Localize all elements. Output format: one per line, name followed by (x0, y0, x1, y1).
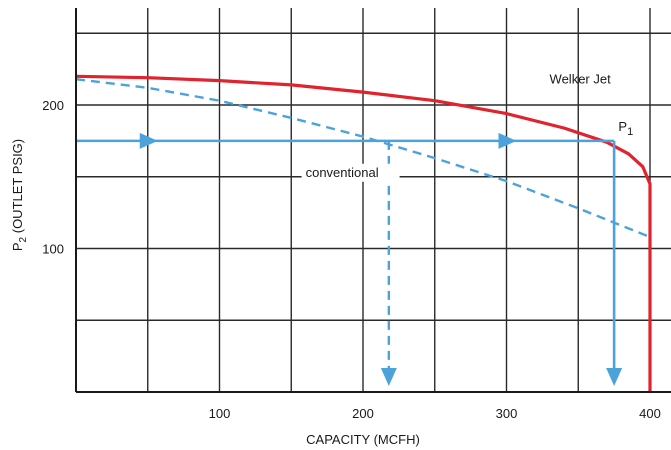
annotation-welker-jet: Welker Jet (550, 71, 612, 86)
grid (76, 8, 671, 392)
annotation-bg (301, 163, 400, 182)
annotation-p: P1 (618, 119, 633, 138)
arrowhead-down (606, 368, 623, 386)
axes (75, 8, 671, 393)
arrowhead-right (498, 132, 517, 149)
x-axis-label: CAPACITY (MCFH) (306, 432, 420, 447)
y-tick-label: 100 (42, 242, 64, 257)
y-tick-label: 200 (42, 98, 64, 113)
series-line-welker-jet (75, 74, 652, 392)
operating-flow-lines (76, 132, 623, 386)
x-tick-label: 300 (496, 406, 518, 421)
annotation-conventional: conventional (306, 165, 379, 180)
labels: 100 200 300 400 100 200 CAPACITY (MCFH) P2 (OUT… (10, 71, 661, 447)
x-tick-label: 400 (639, 406, 661, 421)
arrowhead-right (139, 132, 158, 149)
y-axis-label: P2 (OUTLET PSIG) (10, 139, 29, 251)
series-line-conventional (75, 78, 651, 239)
x-tick-label: 200 (352, 406, 374, 421)
series-layer (75, 74, 652, 392)
x-tick-label: 100 (209, 406, 231, 421)
arrowhead-down (380, 368, 397, 386)
